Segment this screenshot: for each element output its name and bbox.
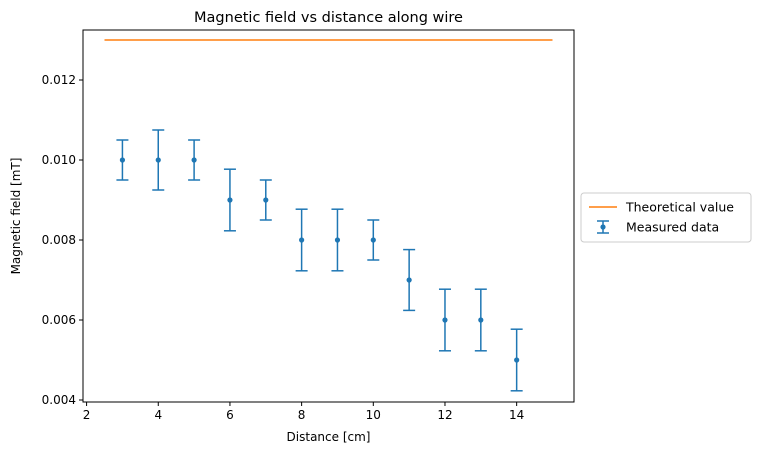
x-tick-label: 4 — [154, 408, 162, 422]
x-tick-label: 8 — [298, 408, 306, 422]
measured-point-group — [474, 288, 487, 352]
legend: Theoretical value Measured data — [580, 192, 752, 243]
legend-entry: Measured data — [597, 220, 719, 235]
data-point — [119, 157, 126, 163]
x-tick-label: 12 — [437, 408, 452, 422]
y-axis-label: Magnetic field [mT] — [9, 158, 23, 275]
y-tick-label: 0.008 — [42, 233, 76, 247]
data-point — [478, 317, 484, 323]
measured-point-group — [223, 168, 236, 232]
x-axis-label: Distance [cm] — [287, 430, 371, 444]
data-point — [299, 237, 305, 243]
data-point — [370, 237, 376, 243]
measured-point-group — [331, 208, 344, 272]
legend-label: Theoretical value — [625, 200, 734, 215]
x-tick-label: 14 — [509, 408, 524, 422]
y-tick-label: 0.006 — [42, 313, 76, 327]
chart-title: Magnetic field vs distance along wire — [194, 10, 463, 26]
measured-point-group — [367, 219, 380, 261]
legend-swatch-point — [600, 224, 606, 230]
x-tick-label: 10 — [366, 408, 381, 422]
y-tick-label: 0.010 — [42, 153, 76, 167]
data-point — [191, 157, 197, 163]
x-tick-label: 2 — [83, 408, 91, 422]
measured-point-group — [152, 129, 165, 191]
measured-point-group — [438, 288, 451, 352]
data-point — [263, 197, 269, 203]
data-point — [334, 237, 341, 243]
measured-point-group — [295, 208, 308, 272]
measured-point-group — [188, 139, 201, 181]
data-point — [442, 317, 448, 323]
data-point — [406, 277, 412, 283]
data-point — [155, 157, 161, 163]
data-point — [514, 357, 520, 363]
ticks: 2 4 6 8 10 12 14 0.004 0.006 0.008 0.010 0.012 — [42, 73, 525, 422]
legend-label: Measured data — [626, 220, 719, 235]
y-tick-label: 0.012 — [42, 73, 76, 87]
y-tick-label: 0.004 — [42, 393, 76, 407]
measured-point-group — [116, 139, 129, 181]
legend-box — [580, 192, 752, 243]
measured-point-group — [259, 179, 272, 221]
measured-point-group — [403, 248, 416, 312]
plot-area-frame — [82, 29, 575, 403]
legend-entry: Theoretical value — [589, 200, 734, 215]
axes — [82, 29, 575, 403]
measured-point-group — [510, 328, 523, 392]
x-tick-label: 6 — [226, 408, 234, 422]
data-point — [227, 197, 233, 203]
data-layer — [104, 39, 553, 392]
